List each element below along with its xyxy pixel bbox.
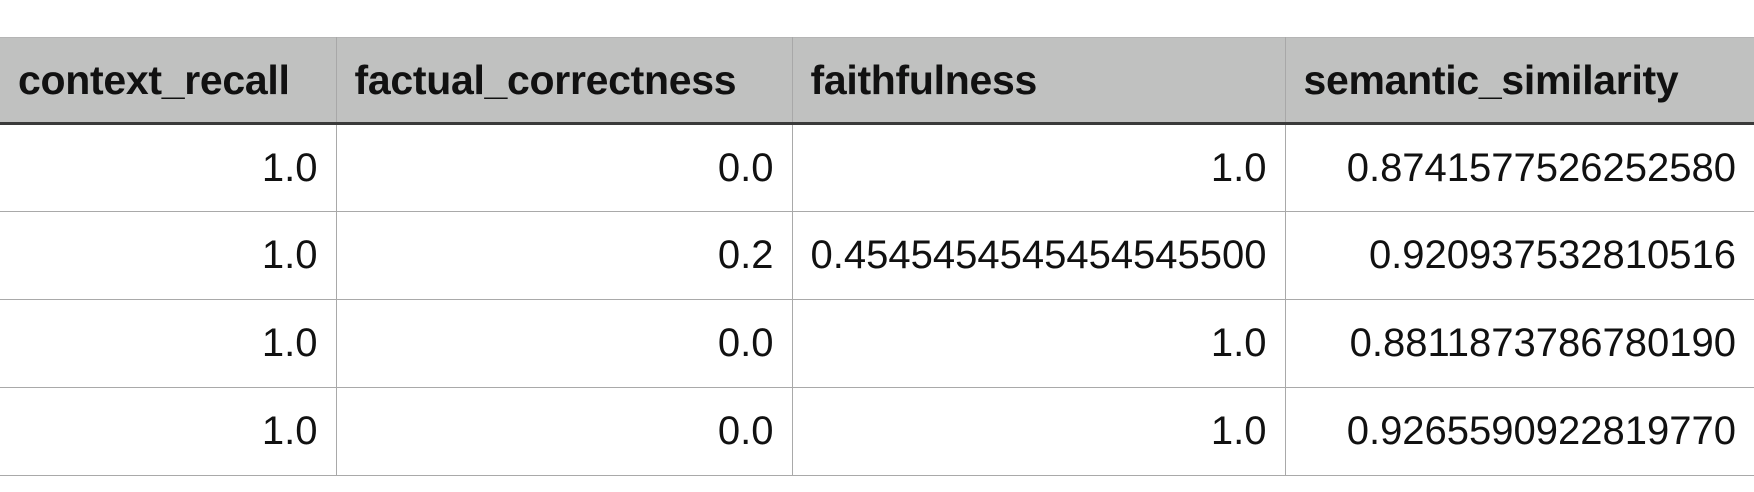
table-row: 1.0 0.2 0.4545454545454545500 0.92093753… xyxy=(0,211,1754,300)
table-row: 1.0 0.0 1.0 0.8811873786780190 xyxy=(0,299,1754,388)
header-factual-correctness[interactable]: factual_correctness xyxy=(335,37,793,125)
table-row: 1.0 0.0 1.0 0.9265590922819770 xyxy=(0,387,1754,476)
cell-factual-correctness[interactable]: 0.0 xyxy=(335,299,793,388)
cell-faithfulness[interactable]: 1.0 xyxy=(791,123,1286,212)
cell-semantic-similarity[interactable]: 0.8811873786780190 xyxy=(1284,299,1754,388)
header-semantic-similarity[interactable]: semantic_similarity xyxy=(1284,37,1754,125)
cell-factual-correctness[interactable]: 0.0 xyxy=(335,123,793,212)
cell-semantic-similarity[interactable]: 0.8741577526252580 xyxy=(1284,123,1754,212)
header-context-recall[interactable]: context_recall xyxy=(0,37,337,125)
metrics-table: context_recall factual_correctness faith… xyxy=(0,37,1754,476)
header-row: context_recall factual_correctness faith… xyxy=(0,37,1754,125)
cell-context-recall[interactable]: 1.0 xyxy=(0,211,337,300)
cell-faithfulness[interactable]: 1.0 xyxy=(791,387,1286,476)
cell-semantic-similarity[interactable]: 0.9265590922819770 xyxy=(1284,387,1754,476)
cell-context-recall[interactable]: 1.0 xyxy=(0,387,337,476)
cell-context-recall[interactable]: 1.0 xyxy=(0,299,337,388)
cell-factual-correctness[interactable]: 0.2 xyxy=(335,211,793,300)
cell-factual-correctness[interactable]: 0.0 xyxy=(335,387,793,476)
cell-semantic-similarity[interactable]: 0.920937532810516 xyxy=(1284,211,1754,300)
header-faithfulness[interactable]: faithfulness xyxy=(791,37,1286,125)
cell-faithfulness[interactable]: 1.0 xyxy=(791,299,1286,388)
table-body: 1.0 0.0 1.0 0.8741577526252580 1.0 0.2 0… xyxy=(0,123,1754,476)
table-header: context_recall factual_correctness faith… xyxy=(0,37,1754,125)
cell-faithfulness[interactable]: 0.4545454545454545500 xyxy=(791,211,1286,300)
table-row: 1.0 0.0 1.0 0.8741577526252580 xyxy=(0,123,1754,212)
cell-context-recall[interactable]: 1.0 xyxy=(0,123,337,212)
